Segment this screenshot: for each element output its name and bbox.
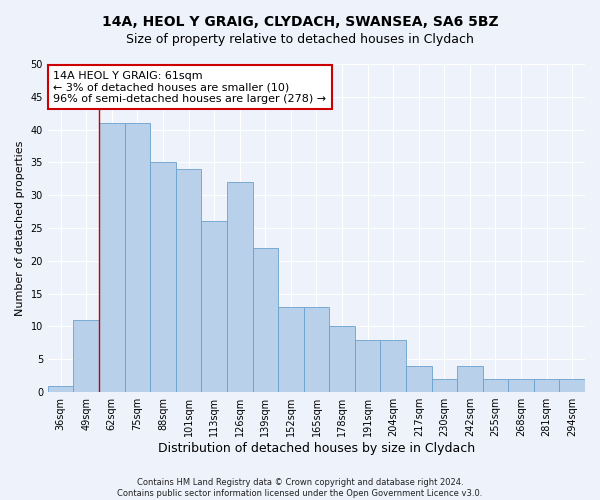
Bar <box>406 366 431 392</box>
Bar <box>559 379 585 392</box>
Bar <box>304 307 329 392</box>
Bar <box>202 222 227 392</box>
Bar <box>253 248 278 392</box>
Bar <box>329 326 355 392</box>
Bar <box>176 169 202 392</box>
Bar <box>457 366 482 392</box>
Bar <box>99 123 125 392</box>
Text: 14A, HEOL Y GRAIG, CLYDACH, SWANSEA, SA6 5BZ: 14A, HEOL Y GRAIG, CLYDACH, SWANSEA, SA6… <box>101 15 499 29</box>
Bar <box>534 379 559 392</box>
Bar <box>278 307 304 392</box>
Bar <box>48 386 73 392</box>
Bar <box>227 182 253 392</box>
Bar <box>355 340 380 392</box>
Bar <box>73 320 99 392</box>
Text: Size of property relative to detached houses in Clydach: Size of property relative to detached ho… <box>126 32 474 46</box>
X-axis label: Distribution of detached houses by size in Clydach: Distribution of detached houses by size … <box>158 442 475 455</box>
Bar <box>150 162 176 392</box>
Bar <box>508 379 534 392</box>
Y-axis label: Number of detached properties: Number of detached properties <box>15 140 25 316</box>
Text: Contains HM Land Registry data © Crown copyright and database right 2024.
Contai: Contains HM Land Registry data © Crown c… <box>118 478 482 498</box>
Bar <box>380 340 406 392</box>
Bar <box>431 379 457 392</box>
Bar <box>482 379 508 392</box>
Text: 14A HEOL Y GRAIG: 61sqm
← 3% of detached houses are smaller (10)
96% of semi-det: 14A HEOL Y GRAIG: 61sqm ← 3% of detached… <box>53 70 326 104</box>
Bar <box>125 123 150 392</box>
